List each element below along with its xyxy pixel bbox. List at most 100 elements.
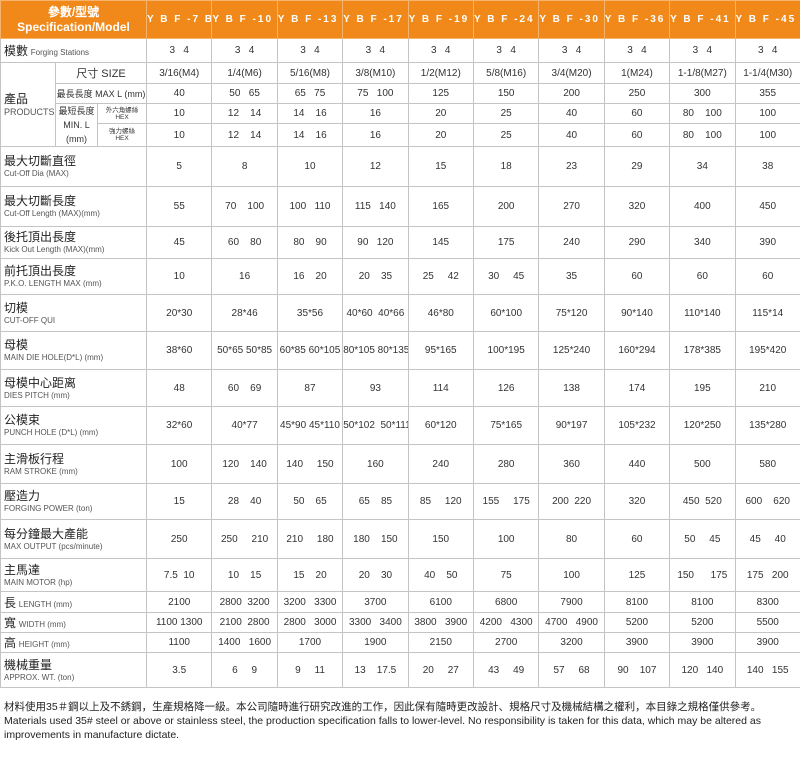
value-cell: 90*197 — [538, 406, 605, 445]
value-cell: 1400 1600 — [211, 632, 278, 653]
table-row: 長 LENGTH (mm) 2100 2800 3200 3200 3300 3700 6… — [0, 591, 800, 613]
strong-label: 強力螺絲 HEX — [96, 123, 148, 147]
value-cell: 25 — [472, 102, 540, 125]
value-cell: 50*102 50*111 — [342, 406, 409, 445]
label-cn: 母模 — [4, 338, 29, 352]
value-cell: 3 4 — [472, 38, 540, 63]
value-cell: 2100 2800 — [211, 612, 278, 633]
label-cn: 寬 — [4, 616, 17, 630]
value-cell: 3 4 — [538, 38, 605, 63]
label-en: P.K.O. LENGTH MAX (mm) — [4, 279, 102, 288]
row-label: 後托頂出長度 Kick Out Length (MAX)(mm) — [0, 226, 148, 259]
value-cell: 115*14 — [734, 294, 800, 332]
value-cell: 14 16 — [276, 102, 344, 125]
row-label: 機械重量 APPROX. WT. (ton) — [0, 652, 148, 688]
value-cell: 12 14 — [211, 123, 278, 147]
value-cell: 3 4 — [603, 38, 671, 63]
value-cell: 40 — [538, 123, 605, 147]
value-cell: 28*46 — [211, 294, 278, 332]
value-cell: 50 65 — [276, 483, 344, 520]
row-label: 公模束 PUNCH HOLE (D*L) (mm) — [0, 406, 148, 445]
value-cell: 48 — [146, 369, 213, 407]
label-en: Cut-Off Length (MAX)(mm) — [4, 209, 100, 218]
value-cell: 114 — [407, 369, 474, 407]
value-cell: 100*195 — [472, 331, 540, 370]
model-header: Y B F -7 B — [146, 0, 213, 39]
row-label: 長 LENGTH (mm) — [0, 591, 148, 613]
label-cn: 最大切斷直徑 — [4, 154, 77, 168]
value-cell: 3900 — [734, 632, 800, 653]
value-cell: 120 140 — [669, 652, 736, 688]
value-cell: 35 — [538, 258, 605, 295]
value-cell: 125 — [603, 558, 671, 592]
value-cell: 87 — [276, 369, 344, 407]
spec-model-header: 參數/型號 Specification/Model — [0, 0, 148, 39]
value-cell: 240 — [407, 444, 474, 484]
value-cell: 2150 — [407, 632, 474, 653]
value-cell: 1-1/8(M27) — [669, 62, 736, 84]
value-cell: 125 — [407, 83, 474, 104]
value-cell: 180 150 — [342, 519, 409, 559]
value-cell: 320 — [603, 186, 671, 227]
value-cell: 250 — [146, 519, 213, 559]
value-cell: 3/16(M4) — [146, 62, 213, 84]
value-cell: 165 — [407, 186, 474, 227]
label-en: MAIN DIE HOLE(D*L) (mm) — [4, 353, 104, 362]
value-cell: 70 100 — [211, 186, 278, 227]
value-cell: 3 4 — [146, 38, 213, 63]
table-row: 公模束 PUNCH HOLE (D*L) (mm) 32*60 40*77 45*90 … — [0, 406, 800, 445]
value-cell: 360 — [538, 444, 605, 484]
value-cell: 6100 — [407, 591, 474, 613]
value-cell: 200 220 — [538, 483, 605, 520]
value-cell: 320 — [603, 483, 671, 520]
value-cell: 80 90 — [276, 226, 344, 259]
value-cell: 95*165 — [407, 331, 474, 370]
model-header: Y B F -24 B — [472, 0, 540, 39]
model-header: Y B F -30 B — [538, 0, 605, 39]
table-row: 後托頂出長度 Kick Out Length (MAX)(mm) 45 60 80 80… — [0, 226, 800, 259]
value-cell: 40*77 — [211, 406, 278, 445]
value-cell: 10 — [146, 258, 213, 295]
value-cell: 80*105 80*135 — [342, 331, 409, 370]
value-cell: 1100 — [146, 632, 213, 653]
value-cell: 40 — [146, 83, 213, 104]
products-label: 產品 PRODUCTS — [0, 62, 56, 147]
table-row: 產品 PRODUCTS 尺寸 SIZE 3/16(M4) 1/4(M6) 5/16(M8)… — [0, 62, 800, 147]
value-cell: 210 — [734, 369, 800, 407]
label-en: Cut-Off Dia (MAX) — [4, 169, 69, 178]
label-en: DIES PITCH (mm) — [4, 390, 70, 400]
table-row: 主滑板行程 RAM STROKE (mm) 100 120 140 140 150 160… — [0, 444, 800, 484]
value-cell: 16 — [342, 102, 409, 125]
label-en: MAX OUTPUT (pcs/minute) — [4, 541, 103, 551]
label-cn: 外六角螺絲 — [105, 106, 139, 114]
value-cell: 1/4(M6) — [211, 62, 278, 84]
value-cell: 7900 — [538, 591, 605, 613]
value-cell: 178*385 — [669, 331, 736, 370]
value-cell: 15 — [146, 483, 213, 520]
value-cell: 90 120 — [342, 226, 409, 259]
value-cell: 600 620 — [734, 483, 800, 520]
value-cell: 25 42 — [407, 258, 474, 295]
label-en: HEX — [115, 135, 129, 143]
value-cell: 80 — [538, 519, 605, 559]
value-cell: 500 — [669, 444, 736, 484]
row-label: 切模 CUT-OFF QUI — [0, 294, 148, 332]
value-cell: 340 — [669, 226, 736, 259]
value-cell: 20*30 — [146, 294, 213, 332]
value-cell: 40*60 40*66 — [342, 294, 409, 332]
value-cell: 4200 4300 — [472, 612, 540, 633]
value-cell: 120 140 — [211, 444, 278, 484]
value-cell: 13 17.5 — [342, 652, 409, 688]
table-row: 每分鐘最大產能 MAX OUTPUT (pcs/minute) 250 250 210… — [0, 519, 800, 559]
value-cell: 9 11 — [276, 652, 344, 688]
value-cell: 1(M24) — [603, 62, 671, 84]
value-cell: 8100 — [603, 591, 671, 613]
value-cell: 1700 — [276, 632, 344, 653]
value-cell: 355 — [734, 83, 800, 104]
value-cell: 3 4 — [276, 38, 344, 63]
value-cell: 120*250 — [669, 406, 736, 445]
value-cell: 300 — [669, 83, 736, 104]
value-cell: 390 — [734, 226, 800, 259]
label-cn: 後托頂出長度 — [4, 230, 77, 244]
value-cell: 5200 — [603, 612, 671, 633]
